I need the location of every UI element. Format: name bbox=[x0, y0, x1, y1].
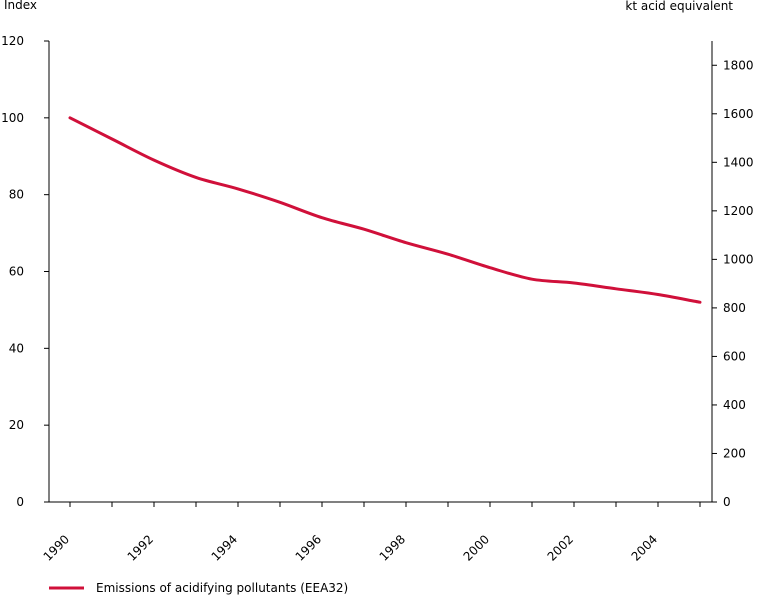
left-axis-title: Index bbox=[4, 0, 37, 12]
right-tick-label: 200 bbox=[723, 446, 746, 460]
right-tick-label: 1800 bbox=[723, 58, 754, 72]
right-tick-label: 800 bbox=[723, 301, 746, 315]
right-axis-ticks: 0 200 400 600 800 1000 1200 1400 1600 1800 bbox=[712, 58, 754, 509]
x-tick-label: 1996 bbox=[293, 532, 324, 563]
x-tick-label: 2000 bbox=[461, 532, 492, 563]
legend-label: Emissions of acidifying pollutants (EEA3… bbox=[96, 581, 348, 595]
left-tick-label: 0 bbox=[16, 495, 24, 509]
right-tick-label: 0 bbox=[723, 495, 731, 509]
left-tick-label: 100 bbox=[1, 111, 24, 125]
x-tick-label: 2002 bbox=[545, 532, 576, 563]
left-tick-label: 40 bbox=[9, 341, 24, 355]
left-axis-ticks: 0 20 40 60 80 100 120 bbox=[1, 34, 49, 509]
right-tick-label: 1000 bbox=[723, 252, 754, 266]
series-line bbox=[68, 116, 702, 304]
x-tick-label: 1990 bbox=[41, 532, 72, 563]
right-tick-label: 1200 bbox=[723, 204, 754, 218]
left-tick-label: 60 bbox=[9, 265, 24, 279]
right-tick-label: 400 bbox=[723, 398, 746, 412]
left-tick-label: 20 bbox=[9, 418, 24, 432]
right-tick-label: 1600 bbox=[723, 107, 754, 121]
x-axis-ticks: 1990 1992 1994 1996 1998 2000 2002 2004 bbox=[41, 502, 701, 564]
series-layer bbox=[68, 116, 702, 304]
right-axis-title: kt acid equivalent bbox=[625, 0, 733, 13]
x-tick-label: 2004 bbox=[629, 532, 660, 563]
x-tick-label: 1998 bbox=[377, 532, 408, 563]
x-tick-label: 1994 bbox=[209, 532, 240, 563]
right-tick-label: 600 bbox=[723, 349, 746, 363]
left-tick-label: 80 bbox=[9, 188, 24, 202]
x-tick-label: 1992 bbox=[125, 532, 156, 563]
right-tick-label: 1400 bbox=[723, 155, 754, 169]
left-tick-label: 120 bbox=[1, 34, 24, 48]
